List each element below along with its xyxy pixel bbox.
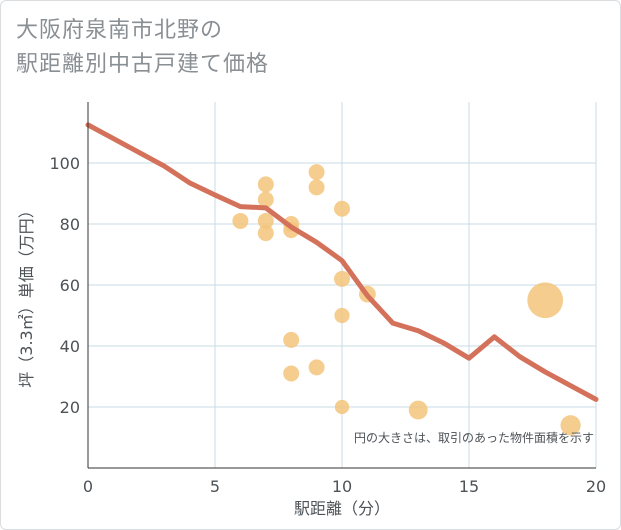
bubble-point-17 [408,400,428,420]
bubble-point-0 [232,212,249,229]
bubble-point-19 [560,415,581,436]
y-tick-label-80: 80 [60,215,80,234]
bubble-point-7 [283,331,300,348]
bubble-point-8 [283,365,300,382]
y-tick-label-40: 40 [60,337,80,356]
y-tick-labels: 20 40 60 80 100 [49,154,80,417]
bubble-point-3 [257,212,274,229]
bubble-point-10 [308,179,325,196]
trend-line-series [85,122,599,402]
bubble-point-12 [334,200,350,217]
y-tick-label-100: 100 [49,154,80,173]
bubble-point-1 [257,176,274,193]
y-tick-label-60: 60 [60,276,80,295]
bubble-point-14 [334,307,350,324]
bubble-size-note: 円の大きさは、取引のあった物件面積を示す [354,430,594,445]
chart-title: 大阪府泉南市北野の 駅距離別中古戸建て価格 [16,14,269,82]
bubble-point-15 [334,399,350,415]
bubble-point-18 [527,282,564,319]
bubble-point-4 [257,225,274,242]
axes [87,102,596,469]
bubble-series [232,164,581,436]
chart-title-line-1: 大阪府泉南市北野の [16,18,224,43]
x-tick-label-15: 15 [459,477,479,496]
y-tick-label-20: 20 [60,398,80,417]
chart-title-line-2: 駅距離別中古戸建て価格 [16,52,270,77]
x-tick-label-10: 10 [332,477,352,496]
bubble-point-13 [334,270,350,287]
x-tick-label-0: 0 [83,477,93,496]
y-axis-label: 坪（3.3㎡）単価（万円） [17,202,36,387]
bubble-point-2 [257,191,274,208]
x-tick-label-5: 5 [210,477,220,496]
x-tick-label-20: 20 [586,477,606,496]
x-axis-label: 駅距離（分） [294,499,390,518]
bubble-point-9 [308,164,325,181]
x-tick-labels: 0 5 10 15 20 [83,477,606,496]
trend-line [85,122,599,402]
bubble-point-11 [308,359,325,376]
